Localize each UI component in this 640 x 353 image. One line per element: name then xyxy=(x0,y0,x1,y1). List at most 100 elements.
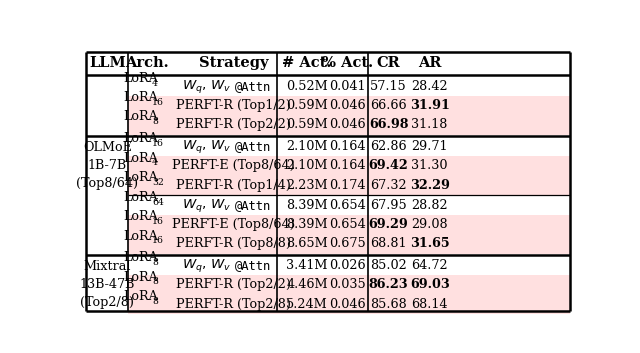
Text: 8.39M: 8.39M xyxy=(286,218,328,231)
Text: 31.30: 31.30 xyxy=(412,160,448,172)
FancyBboxPatch shape xyxy=(128,115,570,134)
Text: PERFT-R (Top2/8): PERFT-R (Top2/8) xyxy=(176,298,291,311)
Text: LoRA: LoRA xyxy=(124,229,159,243)
Text: @Attn: @Attn xyxy=(234,80,271,93)
Text: 0.035: 0.035 xyxy=(330,279,366,292)
Text: 0.52M: 0.52M xyxy=(286,80,328,93)
Text: PERFT-R (Top2/2): PERFT-R (Top2/2) xyxy=(176,279,291,292)
Text: 8.39M: 8.39M xyxy=(286,199,328,212)
Text: 57.15: 57.15 xyxy=(370,80,407,93)
Text: % Act.: % Act. xyxy=(323,56,373,71)
Text: 0.174: 0.174 xyxy=(330,179,366,192)
Text: LoRA: LoRA xyxy=(124,110,159,124)
Text: PERFT-E (Top8/64): PERFT-E (Top8/64) xyxy=(172,160,295,172)
Text: 0.164: 0.164 xyxy=(330,160,366,172)
Text: LoRA: LoRA xyxy=(124,171,159,184)
Text: LoRA: LoRA xyxy=(124,251,159,264)
Text: 62.86: 62.86 xyxy=(370,140,407,153)
Text: 0.046: 0.046 xyxy=(330,118,366,131)
Text: # Act.: # Act. xyxy=(282,56,332,71)
Text: 28.82: 28.82 xyxy=(412,199,448,212)
Text: 69.29: 69.29 xyxy=(369,218,408,231)
FancyBboxPatch shape xyxy=(128,215,570,234)
Text: LoRA: LoRA xyxy=(124,72,159,85)
Text: 5.24M: 5.24M xyxy=(286,298,328,311)
Text: @Attn: @Attn xyxy=(234,140,271,153)
Text: 68.81: 68.81 xyxy=(371,238,407,250)
Text: $\boldsymbol{W_q}$, $\boldsymbol{W_v}$: $\boldsymbol{W_q}$, $\boldsymbol{W_v}$ xyxy=(182,197,231,214)
Text: 0.675: 0.675 xyxy=(330,238,366,250)
Text: 29.08: 29.08 xyxy=(412,218,448,231)
Text: 8: 8 xyxy=(152,297,158,306)
Text: 2.10M: 2.10M xyxy=(287,160,328,172)
Text: CR: CR xyxy=(376,56,401,71)
Text: 8.65M: 8.65M xyxy=(286,238,328,250)
Text: 16: 16 xyxy=(152,217,164,226)
Text: 85.68: 85.68 xyxy=(370,298,407,311)
Text: 69.03: 69.03 xyxy=(410,279,449,292)
Text: 86.23: 86.23 xyxy=(369,279,408,292)
Text: 4: 4 xyxy=(152,158,158,167)
Text: 67.32: 67.32 xyxy=(370,179,407,192)
FancyBboxPatch shape xyxy=(128,234,570,253)
Text: 28.42: 28.42 xyxy=(412,80,448,93)
Text: LoRA: LoRA xyxy=(124,132,159,145)
Text: 0.041: 0.041 xyxy=(330,80,366,93)
FancyBboxPatch shape xyxy=(128,156,570,175)
Text: LoRA: LoRA xyxy=(124,191,159,204)
Text: 8: 8 xyxy=(152,258,158,267)
Text: PERFT-E (Top8/64): PERFT-E (Top8/64) xyxy=(172,218,295,231)
Text: 2.10M: 2.10M xyxy=(287,140,328,153)
Text: $\boldsymbol{W_q}$, $\boldsymbol{W_v}$: $\boldsymbol{W_q}$, $\boldsymbol{W_v}$ xyxy=(182,257,231,274)
Text: LoRA: LoRA xyxy=(124,290,159,303)
Text: 0.59M: 0.59M xyxy=(286,99,328,112)
Text: 85.02: 85.02 xyxy=(370,259,407,272)
Text: OLMoE
1B-7B
(Top8/64): OLMoE 1B-7B (Top8/64) xyxy=(76,142,138,190)
Text: LLM: LLM xyxy=(89,56,125,71)
Text: 32: 32 xyxy=(152,178,164,186)
Text: 0.59M: 0.59M xyxy=(286,118,328,131)
Text: LoRA: LoRA xyxy=(124,210,159,223)
Text: 66.98: 66.98 xyxy=(369,118,408,131)
Text: 16: 16 xyxy=(152,98,164,107)
Text: PERFT-R (Top1/2): PERFT-R (Top1/2) xyxy=(177,99,291,112)
Text: @Attn: @Attn xyxy=(234,259,271,272)
FancyBboxPatch shape xyxy=(128,275,570,295)
Text: LoRA: LoRA xyxy=(124,271,159,283)
Text: 31.91: 31.91 xyxy=(410,99,450,112)
Text: 16: 16 xyxy=(152,236,164,245)
Text: 8: 8 xyxy=(152,277,158,286)
Text: @Attn: @Attn xyxy=(234,199,271,212)
Text: AR: AR xyxy=(418,56,442,71)
Text: 67.95: 67.95 xyxy=(370,199,407,212)
Text: LoRA: LoRA xyxy=(124,91,159,104)
Text: 66.66: 66.66 xyxy=(370,99,407,112)
Text: PERFT-R (Top2/2): PERFT-R (Top2/2) xyxy=(176,118,291,131)
Text: $\boldsymbol{W_q}$, $\boldsymbol{W_v}$: $\boldsymbol{W_q}$, $\boldsymbol{W_v}$ xyxy=(182,138,231,155)
Text: 31.18: 31.18 xyxy=(412,118,448,131)
Text: 69.42: 69.42 xyxy=(369,160,408,172)
Text: PERFT-R (Top1/4): PERFT-R (Top1/4) xyxy=(177,179,291,192)
Text: PERFT-R (Top8/8): PERFT-R (Top8/8) xyxy=(176,238,291,250)
Text: 31.65: 31.65 xyxy=(410,238,449,250)
Text: 4: 4 xyxy=(152,79,158,88)
Text: 64.72: 64.72 xyxy=(412,259,448,272)
Text: 0.654: 0.654 xyxy=(330,218,366,231)
Text: $\boldsymbol{W_q}$, $\boldsymbol{W_v}$: $\boldsymbol{W_q}$, $\boldsymbol{W_v}$ xyxy=(182,78,231,95)
Text: 2.23M: 2.23M xyxy=(286,179,328,192)
Text: 29.71: 29.71 xyxy=(412,140,448,153)
Text: 68.14: 68.14 xyxy=(412,298,448,311)
Text: 0.164: 0.164 xyxy=(330,140,366,153)
Text: 0.026: 0.026 xyxy=(330,259,366,272)
Text: 0.046: 0.046 xyxy=(330,298,366,311)
Text: 4.46M: 4.46M xyxy=(286,279,328,292)
Text: 32.29: 32.29 xyxy=(410,179,450,192)
Text: Strategy: Strategy xyxy=(199,56,269,71)
Text: 0.046: 0.046 xyxy=(330,99,366,112)
FancyBboxPatch shape xyxy=(128,96,570,115)
Text: Mixtral
13B-47B
(Top2/8): Mixtral 13B-47B (Top2/8) xyxy=(79,261,135,310)
Text: 3.41M: 3.41M xyxy=(287,259,328,272)
Text: Arch.: Arch. xyxy=(125,56,169,71)
FancyBboxPatch shape xyxy=(128,175,570,195)
Text: 0.654: 0.654 xyxy=(330,199,366,212)
